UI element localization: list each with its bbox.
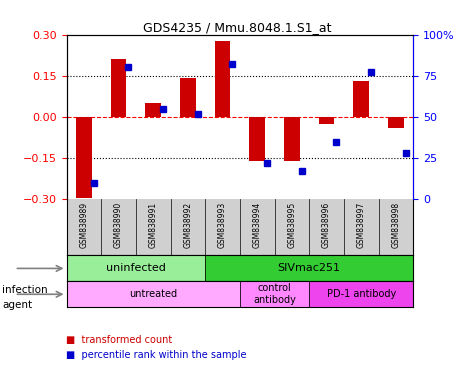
- Text: GSM838997: GSM838997: [357, 202, 366, 248]
- Text: SIVmac251: SIVmac251: [278, 263, 341, 273]
- Text: control
antibody: control antibody: [253, 283, 296, 305]
- Text: uninfected: uninfected: [106, 263, 166, 273]
- Text: GSM838990: GSM838990: [114, 202, 123, 248]
- Text: ■  percentile rank within the sample: ■ percentile rank within the sample: [66, 350, 247, 360]
- Text: infection: infection: [2, 285, 48, 295]
- Text: GSM838989: GSM838989: [79, 202, 88, 248]
- Text: GSM838991: GSM838991: [149, 202, 158, 248]
- Text: GSM838996: GSM838996: [322, 202, 331, 248]
- Text: GSM838992: GSM838992: [183, 202, 192, 248]
- Bar: [284, 117, 300, 161]
- Text: ■  transformed count: ■ transformed count: [66, 335, 173, 345]
- Bar: [66, 281, 240, 307]
- Text: GSM838998: GSM838998: [391, 202, 400, 248]
- Bar: [249, 117, 265, 161]
- Text: PD-1 antibody: PD-1 antibody: [327, 289, 396, 299]
- Bar: [76, 117, 92, 198]
- Bar: [111, 59, 126, 117]
- Bar: [180, 78, 196, 117]
- Bar: [215, 41, 230, 117]
- Text: GSM838994: GSM838994: [253, 202, 262, 248]
- Bar: [66, 255, 205, 281]
- Bar: [145, 103, 161, 117]
- Bar: [240, 281, 309, 307]
- Text: GDS4235 / Mmu.8048.1.S1_at: GDS4235 / Mmu.8048.1.S1_at: [143, 21, 332, 34]
- Bar: [319, 117, 334, 124]
- Bar: [388, 117, 404, 128]
- Text: GSM838993: GSM838993: [218, 202, 227, 248]
- Text: agent: agent: [2, 300, 32, 310]
- Text: GSM838995: GSM838995: [287, 202, 296, 248]
- Bar: [353, 81, 369, 117]
- Bar: [309, 281, 413, 307]
- Text: untreated: untreated: [129, 289, 177, 299]
- Bar: [205, 255, 413, 281]
